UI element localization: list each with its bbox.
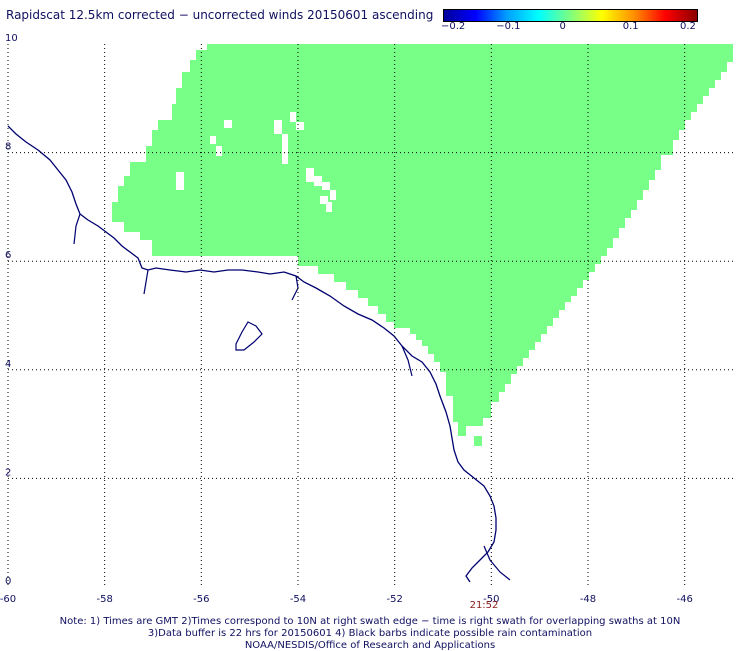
coastline-inlet [291, 275, 299, 301]
coastline [7, 125, 511, 583]
colorbar-tick-label: −0.1 [496, 21, 521, 32]
x-tick-label: -52 [386, 594, 402, 605]
missing-data-cell [320, 196, 328, 204]
coastline-inlet [483, 545, 511, 581]
x-tick-label: -48 [580, 594, 596, 605]
y-tick-label: 10 [5, 33, 18, 44]
x-tick-label: -58 [96, 594, 112, 605]
note-line-2: 3)Data buffer is 22 hrs for 20150601 4) … [147, 628, 593, 639]
page-title: Rapidscat 12.5km corrected − uncorrected… [6, 8, 434, 22]
y-tick-label: 8 [5, 142, 11, 153]
missing-data-cell [482, 436, 488, 448]
swath-area [112, 44, 733, 448]
missing-data-cell [330, 190, 336, 200]
y-tick-label: 6 [5, 250, 11, 261]
y-tick-label: 2 [5, 467, 11, 478]
missing-data-cell [314, 176, 322, 186]
missing-data-cell [210, 136, 216, 144]
missing-data-cell [290, 112, 296, 122]
swath-cell [474, 436, 482, 446]
axis-tick-labels: -60 -58 -56 -54 -52 -50 -48 -46 0 2 4 6 8 10 [0, 33, 693, 605]
coastline-inlet [73, 213, 81, 245]
colorbar-tick-label: 0 [559, 21, 566, 32]
coastline-inlet [143, 269, 149, 295]
colorbar-tick-label: 0.1 [622, 21, 639, 32]
x-tick-label: -50 [483, 594, 499, 605]
coastline-main [7, 125, 497, 583]
missing-data-cell [306, 168, 314, 182]
missing-data-cell [322, 182, 330, 190]
note-line-3: NOAA/NESDIS/Office of Research and Appli… [244, 640, 496, 651]
swath-polygon [112, 44, 733, 436]
missing-data-cell [176, 172, 184, 190]
missing-data-cell [224, 120, 232, 128]
note-line-1: Note: 1) Times are GMT 2)Times correspon… [59, 616, 681, 627]
x-tick-label: -54 [290, 594, 306, 605]
x-tick-label: -46 [676, 594, 692, 605]
missing-data-cell [296, 122, 304, 130]
missing-data-cell [282, 134, 288, 164]
lat-lon-grid [7, 44, 733, 587]
missing-data-cell [326, 202, 332, 212]
colorbar-tick-label: 0.2 [680, 21, 696, 32]
colorbar [443, 9, 698, 22]
island-outline [235, 321, 263, 351]
x-tick-label: -56 [193, 594, 209, 605]
y-tick-label: 4 [5, 359, 11, 370]
colorbar-tick-label: −0.2 [441, 21, 466, 32]
missing-data-cell [274, 120, 282, 134]
missing-data-cell [216, 146, 222, 156]
coastline-inlet [401, 345, 413, 377]
y-tick-label: 0 [5, 576, 11, 587]
x-tick-label: -60 [0, 594, 16, 605]
swath-time-label: 21:52 [470, 600, 499, 611]
